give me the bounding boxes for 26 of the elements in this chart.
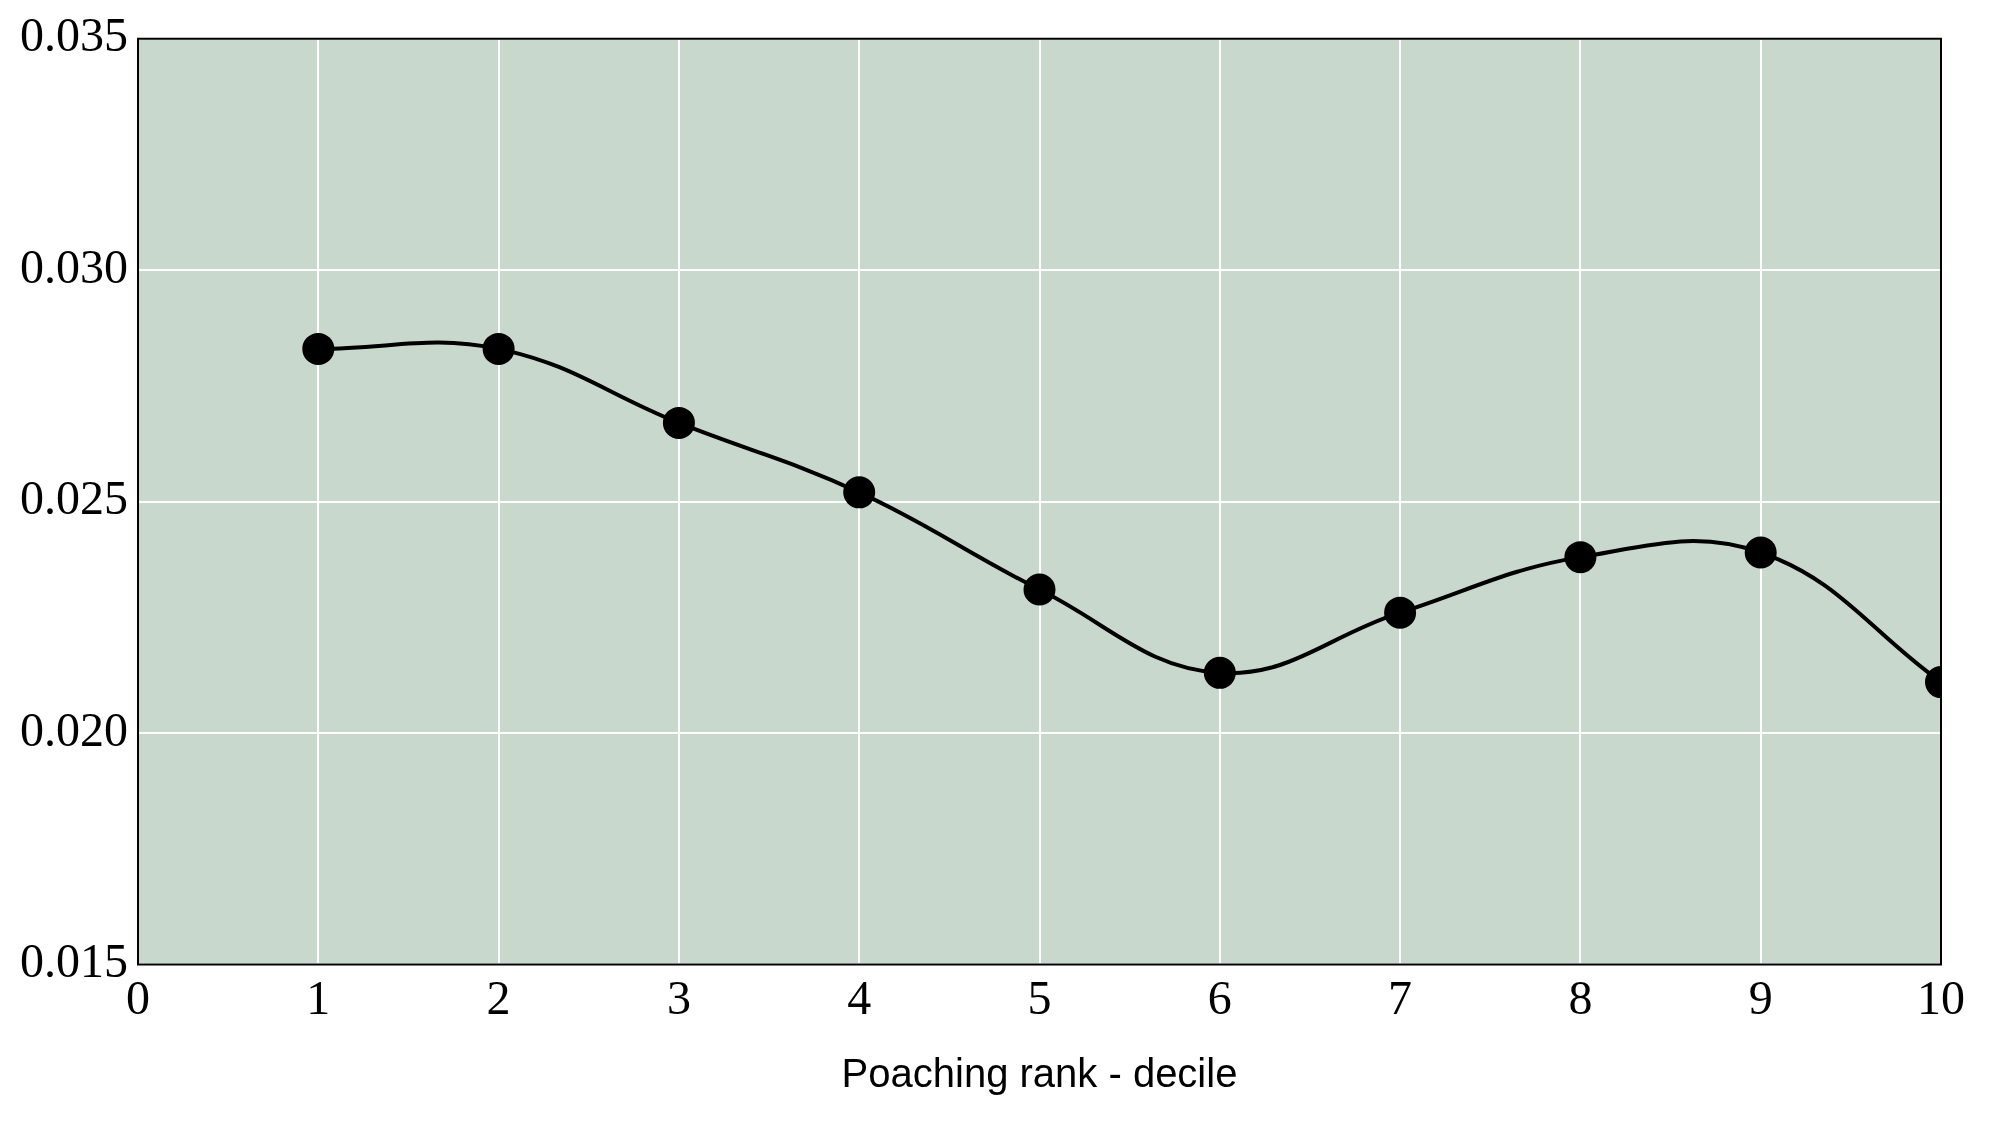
point: [1384, 596, 1417, 629]
point: [482, 332, 515, 365]
x-tick-label: 9: [1748, 970, 1773, 1024]
point: [662, 406, 695, 439]
y-tick-label: 0.015: [20, 934, 128, 988]
x-tick-label: 10: [1917, 970, 1965, 1024]
x-tick-label: 4: [847, 970, 872, 1024]
x-tick-label: 0: [126, 970, 150, 1024]
y-tick-label: 0.035: [20, 8, 128, 62]
point: [1203, 656, 1236, 689]
x-tick-label: 1: [306, 970, 331, 1024]
y-tick-label: 0.025: [20, 471, 128, 525]
point: [1023, 573, 1056, 606]
point: [1564, 541, 1597, 574]
y-tick-label: 0.030: [20, 239, 128, 293]
x-tick-label: 2: [486, 970, 511, 1024]
point: [302, 332, 335, 365]
point: [843, 476, 876, 509]
x-tick-label: 8: [1568, 970, 1593, 1024]
y-tick-label: 0.020: [20, 702, 128, 756]
x-tick-label: 3: [666, 970, 691, 1024]
x-tick-label: 5: [1027, 970, 1052, 1024]
x-tick-label: 6: [1207, 970, 1232, 1024]
x-tick-label: 7: [1388, 970, 1413, 1024]
point: [1744, 536, 1777, 569]
x-axis-title: Poaching rank - decile: [841, 1051, 1238, 1096]
